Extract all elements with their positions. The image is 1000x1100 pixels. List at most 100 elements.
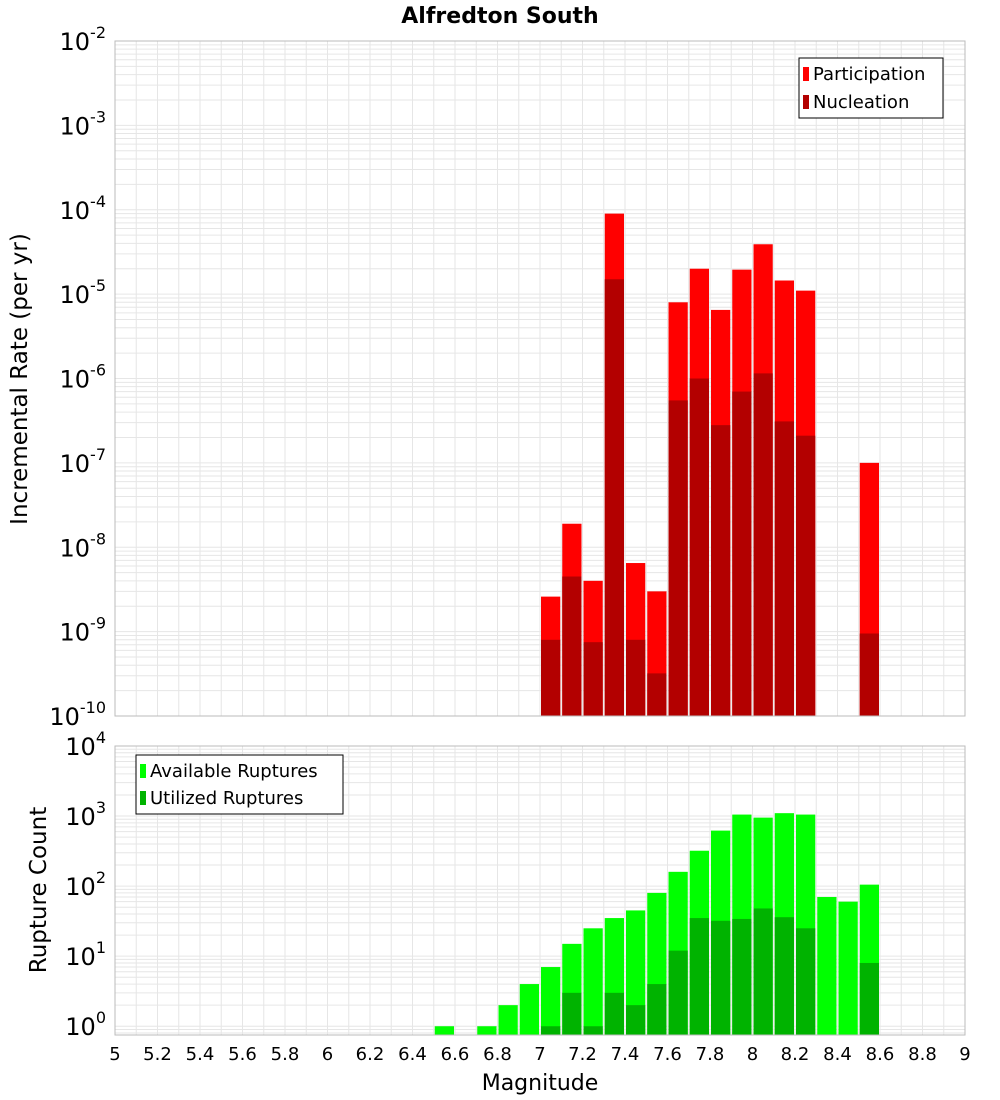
rate-bar-nucleation [541,639,561,716]
rate-y-tick-label: 10-3 [60,107,107,140]
count-bar-available-ruptures [817,896,837,1035]
rate-y-tick-label: 10-10 [49,698,106,731]
rate-y-tick-exponent: -9 [90,614,106,633]
nucleation-legend-label: Nucleation [813,92,909,113]
x-tick-label: 5.4 [186,1044,215,1065]
rate-y-tick-base: 10 [60,534,91,562]
count-gridlines [114,745,966,1035]
count-y-tick-label: 103 [65,798,106,831]
rate-bar-nucleation [774,421,794,716]
rate-plot-frame [114,40,966,717]
rate-y-tick-base: 10 [60,450,91,478]
x-tick-label: 7.6 [653,1044,682,1065]
rate-y-tick-exponent: -4 [90,192,106,211]
count-bar-available-ruptures [626,910,646,1035]
rate-gridlines [114,40,966,717]
x-tick-label: 6 [322,1044,333,1065]
rate-legend: Participation Nucleation [798,57,944,119]
rate-y-axis-label: Incremental Rate (per yr) [7,233,33,525]
rate-bars [541,213,879,717]
x-tick-label: 8 [747,1044,758,1065]
rate-bar-nucleation [626,639,646,716]
count-y-tick-label: 102 [65,868,106,901]
magnitude-x-tick-labels: 5 5.2 5.4 5.6 5.8 6 6.2 6.4 6.6 6.8 7 7.2 7.4 7.6 7.8 8… [109,1044,970,1065]
rate-y-tick-base: 10 [60,366,91,394]
rate-y-tick-label: 10-7 [60,445,107,478]
count-bar-utilized-ruptures [604,992,624,1035]
rate-y-tick-label: 10-5 [60,276,107,309]
rate-bar-nucleation [689,378,709,716]
x-tick-label: 7.8 [696,1044,725,1065]
x-tick-label: 7 [534,1044,545,1065]
rate-legend-box [798,57,944,119]
x-tick-label: 7.4 [611,1044,640,1065]
count-y-tick-exponent: 1 [96,938,106,957]
count-legend: Available Ruptures Utilized Ruptures [135,754,344,815]
rate-y-tick-label: 10-6 [60,361,107,394]
rate-y-tick-exponent: -7 [90,445,106,464]
participation-legend-swatch [803,67,809,81]
rate-y-tick-label: 10-2 [60,23,107,56]
rate-y-tick-exponent: -5 [90,276,106,295]
count-y-tick-base: 10 [65,873,96,901]
count-bar-utilized-ruptures [562,992,582,1035]
count-y-tick-exponent: 3 [96,798,106,817]
count-bar-available-ruptures [838,901,858,1035]
count-bar-available-ruptures [498,1005,518,1035]
utilized-ruptures-legend-swatch [140,791,146,805]
count-bar-available-ruptures [519,984,539,1035]
rate-y-tick-exponent: -8 [90,529,106,548]
count-bar-available-ruptures [477,1026,497,1035]
count-y-tick-base: 10 [65,733,96,761]
rate-y-tick-base: 10 [60,197,91,225]
rate-bar-nucleation [604,279,624,716]
rate-bar-nucleation [753,373,773,716]
rate-y-tick-base: 10 [60,28,91,56]
x-tick-label: 6.4 [398,1044,427,1065]
count-bar-available-ruptures [541,967,561,1035]
rate-y-tick-label: 10-9 [60,614,107,647]
count-bar-utilized-ruptures [753,908,773,1035]
count-y-tick-base: 10 [65,1013,96,1041]
count-bar-utilized-ruptures [668,950,688,1035]
rate-y-tick-exponent: -10 [80,698,106,717]
count-y-tick-base: 10 [65,803,96,831]
count-legend-box [135,754,344,815]
rate-bar-nucleation [647,673,667,716]
available-ruptures-legend-label: Available Ruptures [150,761,318,782]
x-tick-label: 8.8 [908,1044,937,1065]
rate-bar-nucleation [711,425,731,716]
chart-title: Alfredton South [401,4,598,29]
rate-y-tick-base: 10 [60,112,91,140]
count-bar-utilized-ruptures [541,1026,561,1035]
x-tick-label: 5.6 [228,1044,257,1065]
count-bar-utilized-ruptures [689,918,709,1035]
count-y-tick-base: 10 [65,943,96,971]
count-bar-utilized-ruptures [626,1005,646,1035]
rate-y-tick-label: 10-8 [60,529,107,562]
participation-legend-label: Participation [813,64,925,85]
rate-bar-nucleation [583,642,603,716]
x-axis-label: Magnitude [482,1071,599,1096]
x-tick-label: 6.6 [441,1044,470,1065]
x-tick-label: 6.2 [356,1044,385,1065]
rate-bar-nucleation [562,576,582,716]
count-bar-utilized-ruptures [583,1026,603,1035]
count-bar-available-ruptures [434,1026,454,1035]
x-tick-label: 9 [959,1044,970,1065]
utilized-ruptures-legend-label: Utilized Ruptures [150,788,303,809]
count-y-tick-exponent: 4 [96,728,106,747]
rate-y-tick-base: 10 [60,281,91,309]
count-bar-utilized-ruptures [796,928,816,1035]
rate-y-tick-base: 10 [60,619,91,647]
x-tick-label: 5.2 [143,1044,172,1065]
count-y-tick-exponent: 2 [96,868,106,887]
count-bar-utilized-ruptures [774,917,794,1035]
count-y-tick-exponent: 0 [96,1008,106,1027]
x-tick-label: 5.8 [271,1044,300,1065]
x-tick-label: 8.2 [781,1044,810,1065]
count-bars [434,813,879,1035]
